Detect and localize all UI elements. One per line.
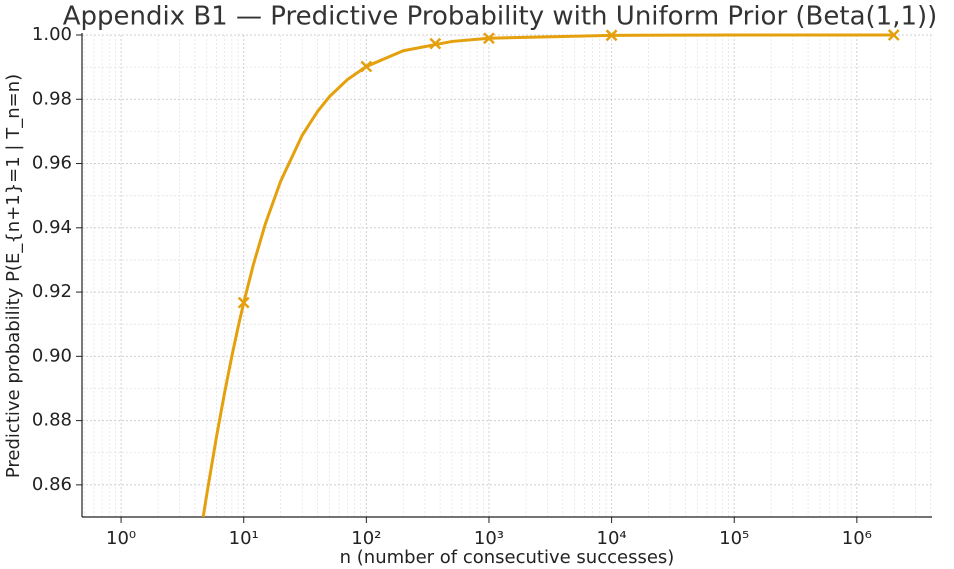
- y-tick-label: 0.96: [32, 153, 72, 174]
- curve: [201, 33, 894, 517]
- marker: [605, 29, 618, 42]
- x-tick-label: 10²: [351, 528, 381, 549]
- y-tick-label: 0.90: [32, 345, 72, 366]
- y-tick-label: 1.00: [32, 24, 72, 45]
- x-tick-label: 10⁵: [719, 528, 749, 549]
- y-tick-label: 0.98: [32, 88, 72, 109]
- marker: [429, 37, 442, 50]
- x-tick-label: 10³: [474, 528, 504, 549]
- marker: [483, 32, 495, 45]
- y-axis-label: Predictive probability P(E_{n+1}=1 | T_n…: [3, 74, 24, 478]
- y-tick-label: 0.94: [32, 217, 72, 238]
- y-tick-label: 0.88: [32, 410, 72, 431]
- x-tick-label: 10⁶: [842, 528, 872, 549]
- x-tick-label: 10¹: [229, 528, 259, 549]
- x-axis-label: n (number of consecutive successes): [340, 547, 675, 568]
- marker: [887, 29, 900, 41]
- chart-title: Appendix B1 — Predictive Probability wit…: [63, 2, 938, 32]
- plot-area: [201, 33, 894, 517]
- x-tick-label: 10⁴: [597, 528, 627, 549]
- y-tick-label: 0.92: [32, 281, 72, 302]
- marker: [360, 60, 373, 73]
- x-tick-label: 10⁰: [106, 528, 136, 549]
- y-tick-label: 0.86: [32, 474, 72, 495]
- marker: [237, 296, 250, 309]
